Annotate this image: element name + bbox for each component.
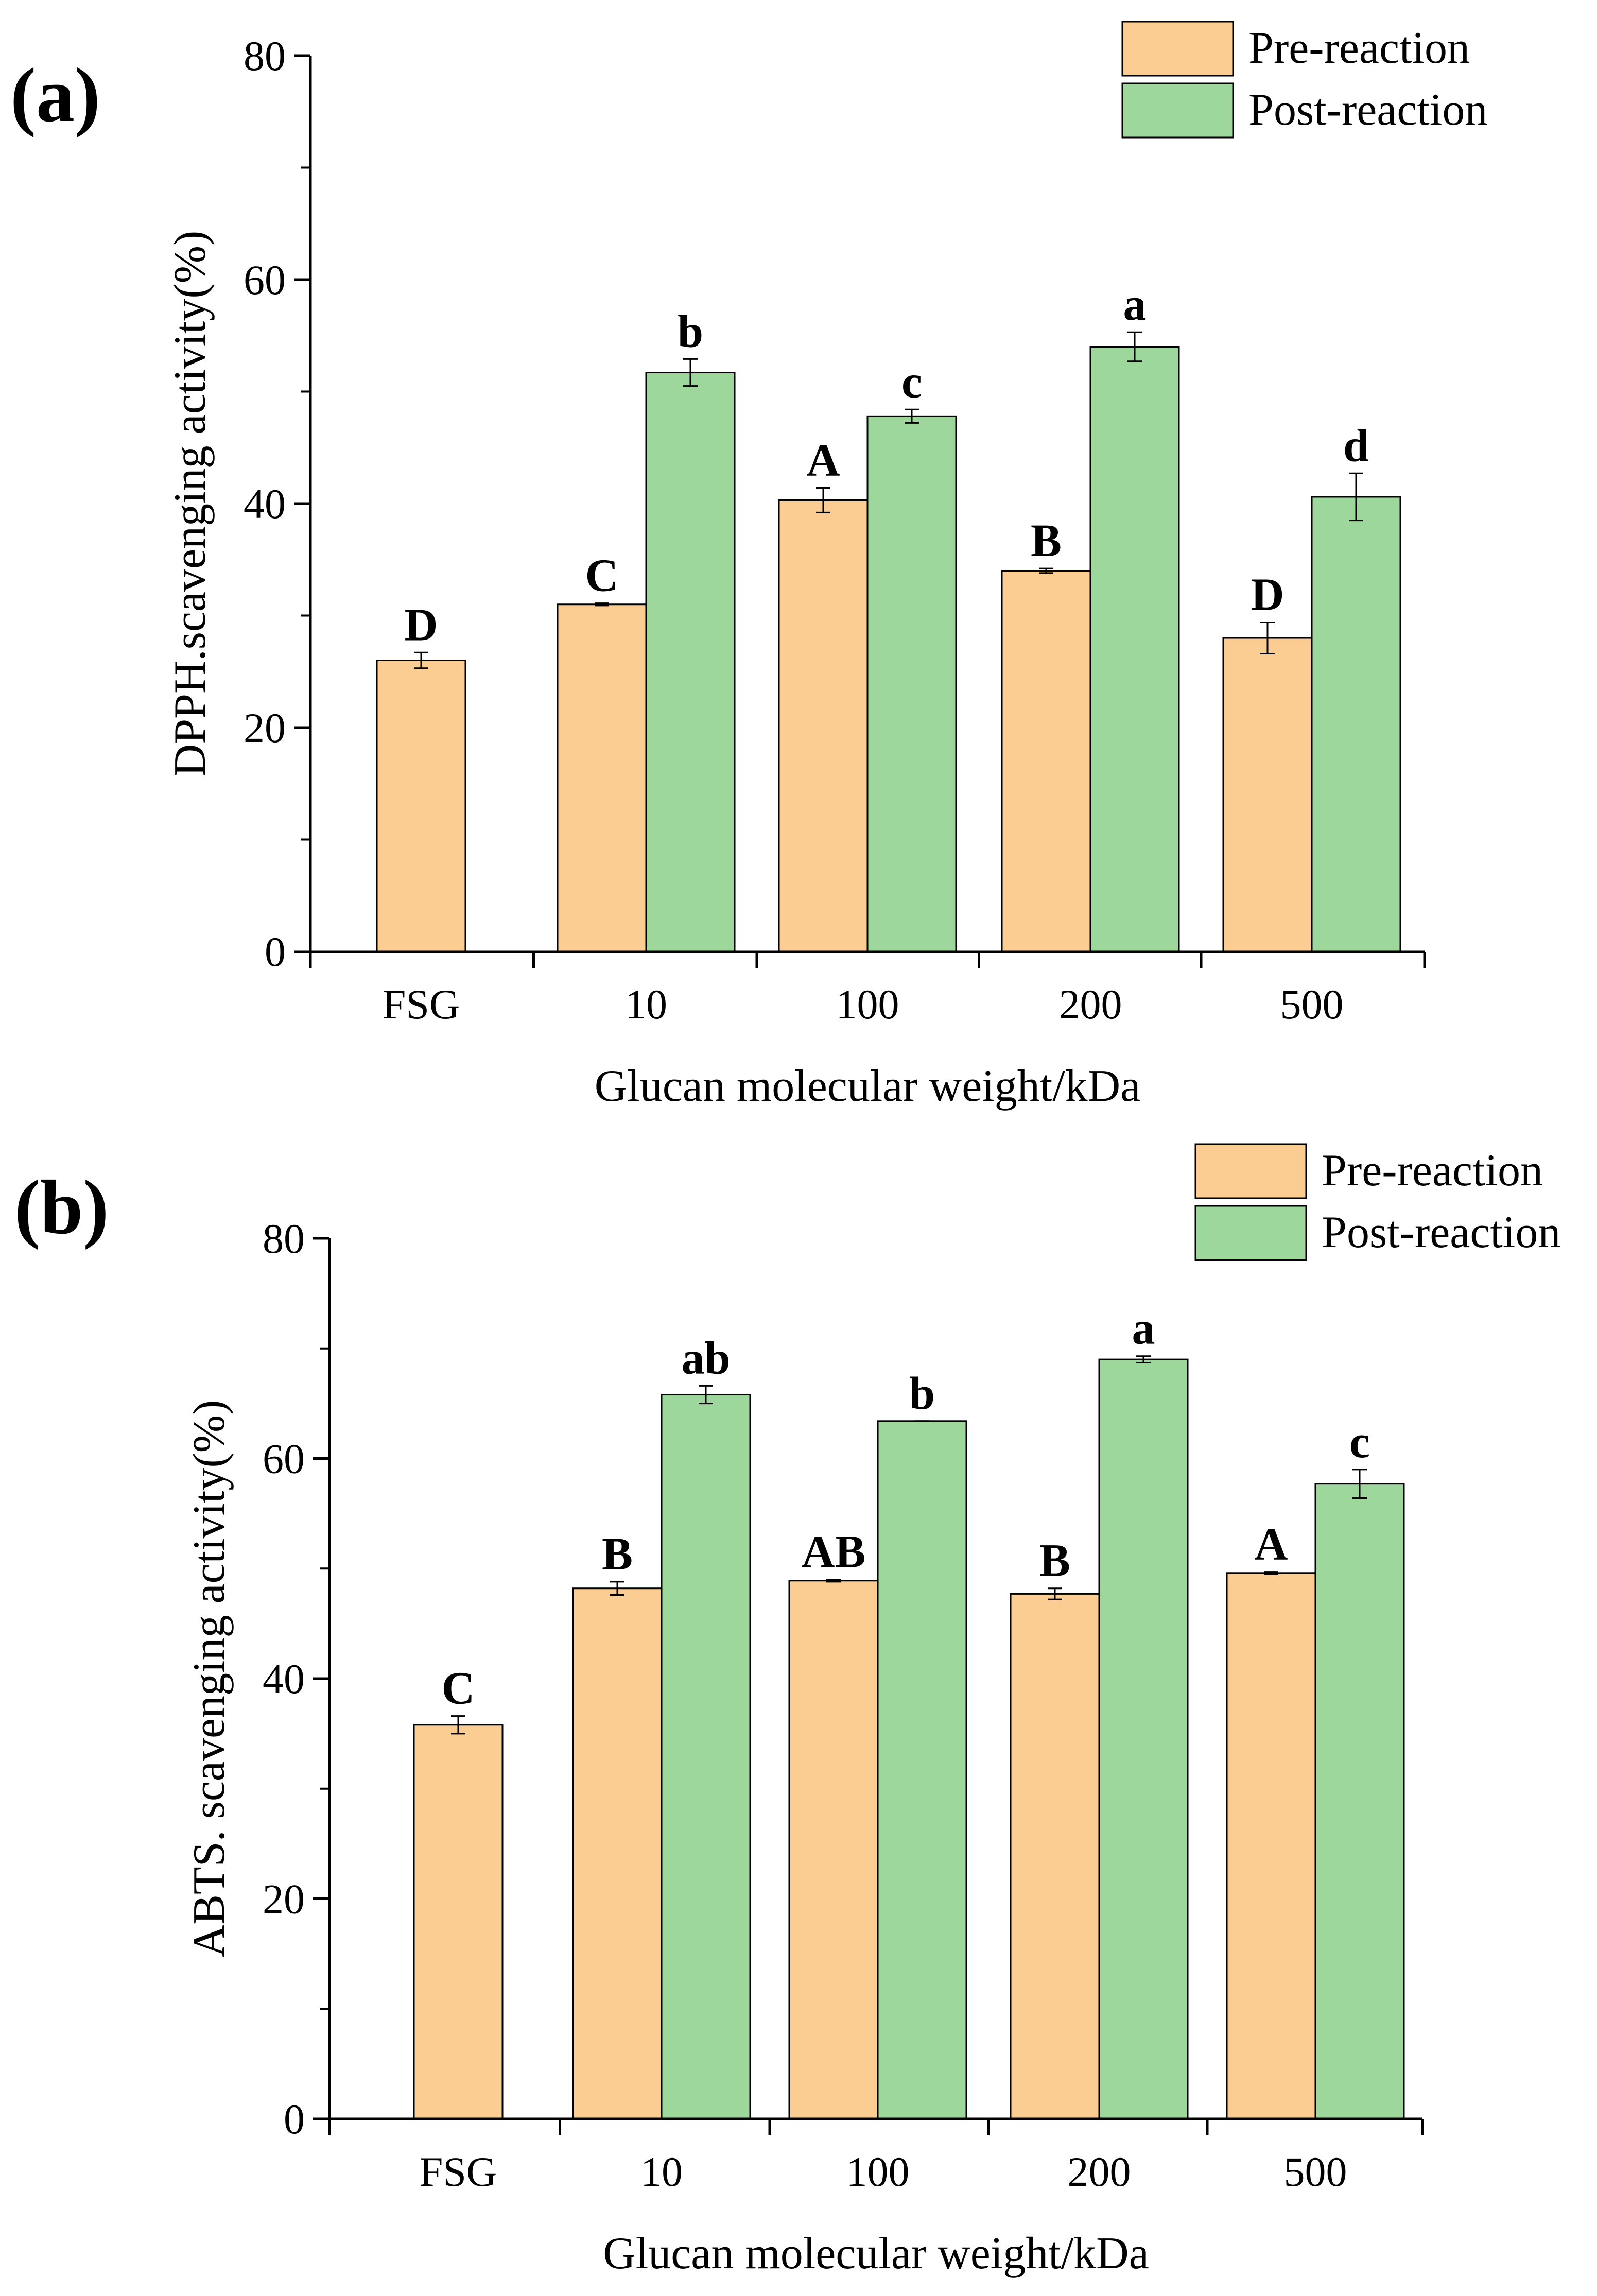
x-tick-label: 100 bbox=[846, 2148, 910, 2195]
significance-letter: d bbox=[1343, 420, 1369, 471]
post-reaction-bar bbox=[1314, 1483, 1405, 2120]
legend-swatch-pre-reaction bbox=[1121, 21, 1234, 77]
y-tick-label: 60 bbox=[244, 256, 286, 303]
x-tick-label: 500 bbox=[1284, 2148, 1347, 2195]
pre-reaction-bar bbox=[572, 1587, 663, 2120]
chart-panel-a: (a) D C A B Db c a d 0 20 40 60 80 FSG 10 100 200 500 Gluca… bbox=[10, 21, 1487, 1111]
y-tick-label: 0 bbox=[265, 928, 286, 975]
x-axis-title: Glucan molecular weight/kDa bbox=[603, 2229, 1149, 2278]
x-tick-label: 500 bbox=[1280, 981, 1344, 1028]
y-tick-label: 0 bbox=[284, 2096, 305, 2143]
y-tick-label: 80 bbox=[244, 32, 286, 79]
x-tick-label: 10 bbox=[625, 981, 667, 1028]
significance-letter: c bbox=[1349, 1417, 1370, 1468]
y-axis-title: ABTS. scavenging activity(%) bbox=[184, 1400, 234, 1958]
y-tick-label: 20 bbox=[244, 704, 286, 751]
significance-letter: a bbox=[1132, 1303, 1155, 1354]
legend-label: Pre-reaction bbox=[1322, 1146, 1543, 1196]
x-axis-title: Glucan molecular weight/kDa bbox=[595, 1061, 1141, 1111]
pre-reaction-bar bbox=[376, 660, 466, 953]
significance-letter: A bbox=[1255, 1519, 1288, 1570]
legend-label: Post-reaction bbox=[1248, 85, 1487, 135]
pre-reaction-bar bbox=[1226, 1572, 1316, 2120]
significance-letter: B bbox=[1039, 1535, 1070, 1586]
significance-letter: D bbox=[1251, 569, 1284, 620]
x-tick-label: 200 bbox=[1068, 2148, 1131, 2195]
significance-letter: a bbox=[1123, 279, 1147, 330]
significance-letter: b bbox=[678, 306, 703, 357]
x-tick-label: 200 bbox=[1059, 981, 1122, 1028]
post-reaction-bar bbox=[877, 1420, 967, 2120]
pre-reaction-bar bbox=[557, 603, 647, 953]
significance-letter: D bbox=[405, 599, 438, 650]
y-tick-label: 20 bbox=[263, 1876, 305, 1923]
y-tick-label: 60 bbox=[263, 1436, 305, 1482]
significance-letter: C bbox=[585, 550, 619, 601]
pre-reaction-bar bbox=[1222, 637, 1313, 953]
legend-label: Pre-reaction bbox=[1248, 23, 1470, 73]
y-tick-label: 40 bbox=[263, 1655, 305, 1702]
pre-reaction-bar bbox=[1001, 570, 1091, 953]
legend-swatch-post-reaction bbox=[1121, 82, 1234, 139]
chart-panel-b: (b) C B AB B Aab b a c 0 20 40 60 80 FSG 10 100 200 500 Glu… bbox=[14, 1143, 1560, 2278]
post-reaction-bar bbox=[661, 1394, 751, 2120]
pre-reaction-bar bbox=[413, 1724, 504, 2120]
significance-letter: ab bbox=[681, 1333, 730, 1384]
significance-letter: AB bbox=[801, 1527, 865, 1578]
significance-letter: B bbox=[1031, 515, 1062, 566]
y-axis-title: DPPH.scavenging activity(%) bbox=[165, 231, 215, 777]
post-reaction-bar bbox=[866, 415, 957, 953]
x-tick-label: 10 bbox=[640, 2148, 683, 2195]
pre-reaction-bar bbox=[778, 499, 869, 953]
panel-label: (b) bbox=[14, 1165, 109, 1250]
x-tick-label: FSG bbox=[420, 2148, 497, 2195]
panel-label: (a) bbox=[10, 53, 100, 138]
significance-letter: A bbox=[807, 435, 840, 486]
pre-reaction-bar bbox=[1010, 1593, 1100, 2120]
legend-swatch-post-reaction bbox=[1194, 1205, 1307, 1261]
significance-letter: b bbox=[909, 1368, 935, 1419]
post-reaction-bar bbox=[645, 372, 736, 953]
x-tick-label: FSG bbox=[383, 981, 460, 1028]
post-reaction-bar bbox=[1089, 346, 1180, 953]
legend-swatch-pre-reaction bbox=[1194, 1143, 1307, 1199]
post-reaction-bar bbox=[1098, 1358, 1189, 2120]
significance-letter: B bbox=[602, 1529, 633, 1580]
x-tick-label: 100 bbox=[836, 981, 899, 1028]
legend-label: Post-reaction bbox=[1322, 1207, 1560, 1257]
y-tick-label: 80 bbox=[263, 1215, 305, 1262]
pre-reaction-bar bbox=[788, 1580, 879, 2120]
significance-letter: C bbox=[442, 1663, 475, 1714]
significance-letter: c bbox=[901, 356, 922, 407]
y-tick-label: 40 bbox=[244, 480, 286, 527]
post-reaction-bar bbox=[1311, 496, 1401, 953]
